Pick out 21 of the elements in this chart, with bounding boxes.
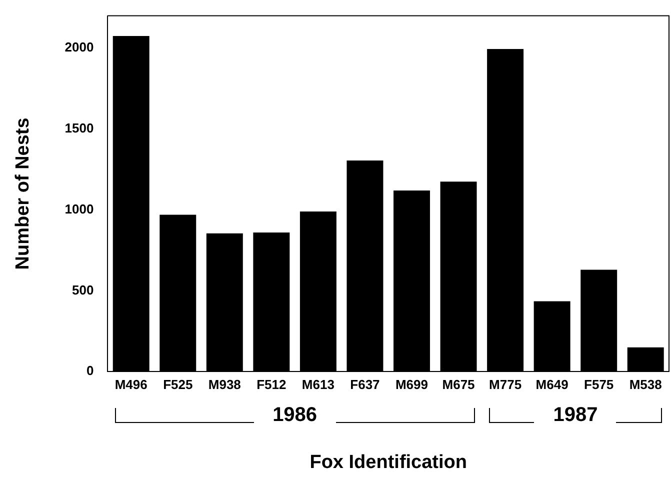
x-tick-label: M538 — [629, 376, 662, 392]
y-tick-label: 2000 — [64, 40, 94, 55]
y-tick-label: 1000 — [64, 201, 94, 216]
y-tick-label: 0 — [86, 363, 94, 378]
text: 1986 — [272, 404, 318, 427]
x-tick-label: F512 — [256, 376, 286, 392]
text: 1987 — [553, 404, 598, 427]
x-tick-label: M775 — [489, 376, 522, 392]
y-tick-label: 500 — [72, 282, 94, 298]
x-tick-label: M699 — [395, 376, 428, 392]
x-tick-label: M938 — [208, 376, 241, 392]
y-axis-title: Number of Nests — [12, 118, 34, 270]
x-tick-label: M496 — [114, 376, 148, 392]
x-tick-label: M613 — [302, 376, 334, 392]
x-axis-title: Fox Identification — [310, 452, 467, 473]
x-tick-label: M649 — [536, 376, 568, 392]
y-tick-label: 1500 — [64, 120, 94, 136]
x-tick-label: M675 — [442, 376, 475, 392]
x-tick-label: F575 — [584, 376, 614, 392]
x-tick-label: F637 — [350, 376, 380, 392]
x-tick-label: F525 — [163, 376, 193, 392]
